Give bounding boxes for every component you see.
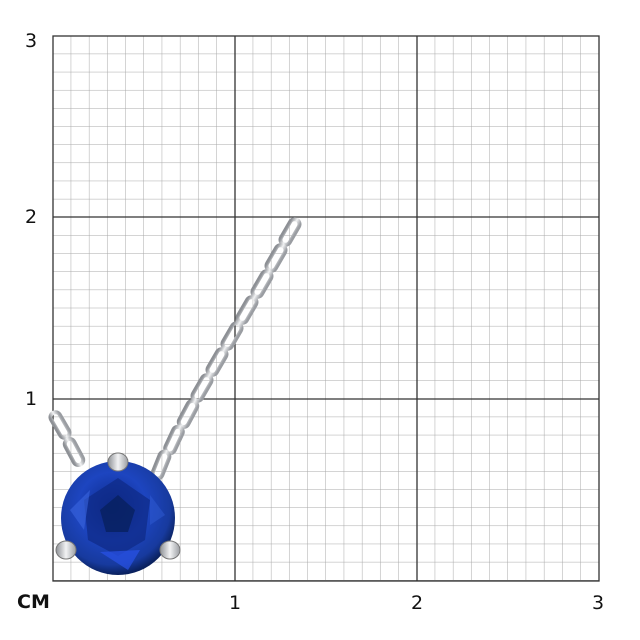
x-tick-label: 1	[229, 592, 242, 614]
y-tick-label: 2	[25, 206, 38, 228]
chain-icon	[48, 217, 302, 481]
unit-label: CM	[17, 591, 50, 613]
y-tick-label: 1	[25, 388, 38, 410]
prong-icons	[55, 452, 181, 560]
x-tick-label: 3	[592, 592, 605, 614]
x-tick-label: 2	[411, 592, 424, 614]
major-grid	[52, 35, 600, 582]
gemstone-icon	[61, 461, 175, 575]
y-tick-label: 3	[25, 30, 38, 52]
